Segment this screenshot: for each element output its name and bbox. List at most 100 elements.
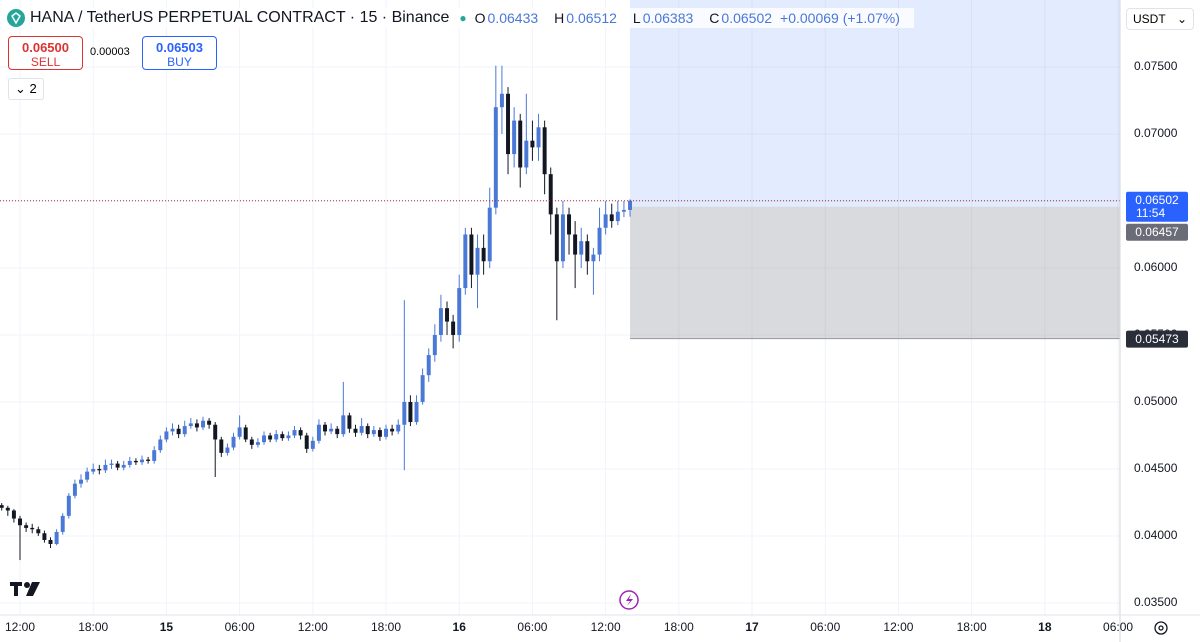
candle-body (140, 459, 144, 463)
candle-body (170, 428, 175, 432)
x-tick-label: 12:00 (591, 620, 621, 634)
candle-body (36, 529, 41, 534)
currency-select[interactable]: USDT ⌄ (1126, 8, 1194, 30)
candle-body (542, 127, 547, 175)
x-tick-label: 18:00 (78, 620, 108, 634)
legend: HANA / TetherUS PERPETUAL CONTRACT · 15 … (6, 8, 914, 28)
candle-body (42, 533, 47, 540)
candle-body (182, 426, 187, 435)
ohlc-value: 0.06383 (642, 10, 694, 26)
candle-body (66, 495, 71, 516)
candle-body (512, 120, 517, 155)
ohlc-label: H (554, 10, 565, 26)
replay-icon[interactable] (619, 590, 639, 610)
candle-body (243, 427, 248, 440)
stop-label: 0.05473 (1135, 332, 1179, 346)
settings-icon[interactable] (1154, 621, 1168, 635)
candle-body (323, 424, 328, 432)
ohlc-value: 0.06512 (566, 10, 617, 26)
candle-body (213, 424, 218, 440)
candle-body (188, 423, 193, 427)
candle-body (5, 507, 10, 511)
y-tick-label: 0.04500 (1134, 461, 1178, 475)
y-tick-label: 0.04000 (1134, 528, 1178, 542)
entry-box (1126, 223, 1188, 241)
candle-body (286, 435, 291, 439)
candle-body (97, 468, 102, 471)
candle-body (426, 355, 431, 376)
candle-body (371, 430, 376, 435)
sell-button[interactable]: 0.06500 SELL (8, 36, 83, 70)
candle-body (487, 207, 492, 262)
ohlc: O 0.06433 H 0.06512 L 0.06383 C 0.06502 (467, 10, 780, 26)
candle-body (85, 471, 90, 480)
indicators-toggle[interactable]: ⌄ 2 (8, 78, 44, 100)
candle-body (493, 107, 498, 208)
candle-body (255, 442, 260, 445)
candle-body (280, 434, 285, 439)
candle-body (615, 211, 620, 222)
buy-price: 0.06503 (156, 40, 203, 55)
spread: 0.00003 (90, 46, 130, 58)
candle-body (408, 401, 413, 423)
candle-body (518, 120, 523, 168)
candle-body (133, 460, 138, 463)
logo (10, 582, 40, 596)
candle-body (201, 420, 205, 428)
position-tool[interactable] (630, 0, 1120, 340)
candle-body (268, 435, 273, 440)
candle-body (219, 439, 224, 453)
candle-body (152, 450, 157, 461)
sell-price: 0.06500 (22, 40, 69, 55)
candle-body (60, 515, 65, 532)
candle-body (91, 468, 96, 472)
candle-body (18, 518, 22, 526)
currency: USDT (1133, 12, 1166, 26)
candle-body (316, 424, 321, 441)
candle-body (451, 321, 456, 335)
candle-body (249, 439, 254, 445)
candle-body (481, 247, 486, 262)
candle-body (597, 227, 602, 255)
x-tick-label: 17 (745, 620, 759, 634)
candle-body (341, 415, 346, 435)
candle-body (438, 308, 443, 335)
stop-zone (630, 206, 1120, 339)
candle-body (207, 420, 212, 425)
buy-button[interactable]: 0.06503 BUY (142, 36, 217, 70)
ohlc-label: C (709, 10, 720, 26)
x-tick-label: 18:00 (664, 620, 694, 634)
x-tick-label: 18 (1038, 620, 1052, 634)
candle-body (377, 430, 382, 437)
ohlc-label: O (474, 10, 486, 26)
x-tick-label: 12:00 (5, 620, 35, 634)
candle-body (164, 431, 169, 440)
candle-body (609, 214, 614, 222)
candle-body (115, 463, 120, 468)
candle-body (603, 214, 608, 228)
candle-body (560, 214, 565, 262)
y-tick-label: 0.06000 (1134, 260, 1178, 274)
x-tick-label: 15 (160, 620, 174, 634)
candle-body (298, 430, 303, 436)
x-tick-label: 16 (453, 620, 467, 634)
y-tick-label: 0.05000 (1134, 394, 1178, 408)
candle-body (292, 430, 297, 436)
candle-body (420, 375, 425, 402)
symbol-title: HANA / TetherUS PERPETUAL CONTRACT · 15 … (30, 9, 450, 26)
y-tick-label: 0.07000 (1134, 126, 1178, 140)
candle-body (384, 428, 389, 437)
x-tick-label: 06:00 (810, 620, 840, 634)
candle-body (72, 483, 77, 496)
candle-body (579, 241, 584, 255)
x-tick-label: 12:00 (298, 620, 328, 634)
candle-body (536, 127, 541, 148)
candle-body (548, 174, 553, 215)
candle-body (402, 401, 407, 425)
candle-body (475, 247, 480, 275)
symbol-logo (7, 9, 25, 27)
candle-body (11, 510, 16, 519)
candle-body (329, 428, 334, 432)
status-dot: ● (459, 11, 467, 25)
